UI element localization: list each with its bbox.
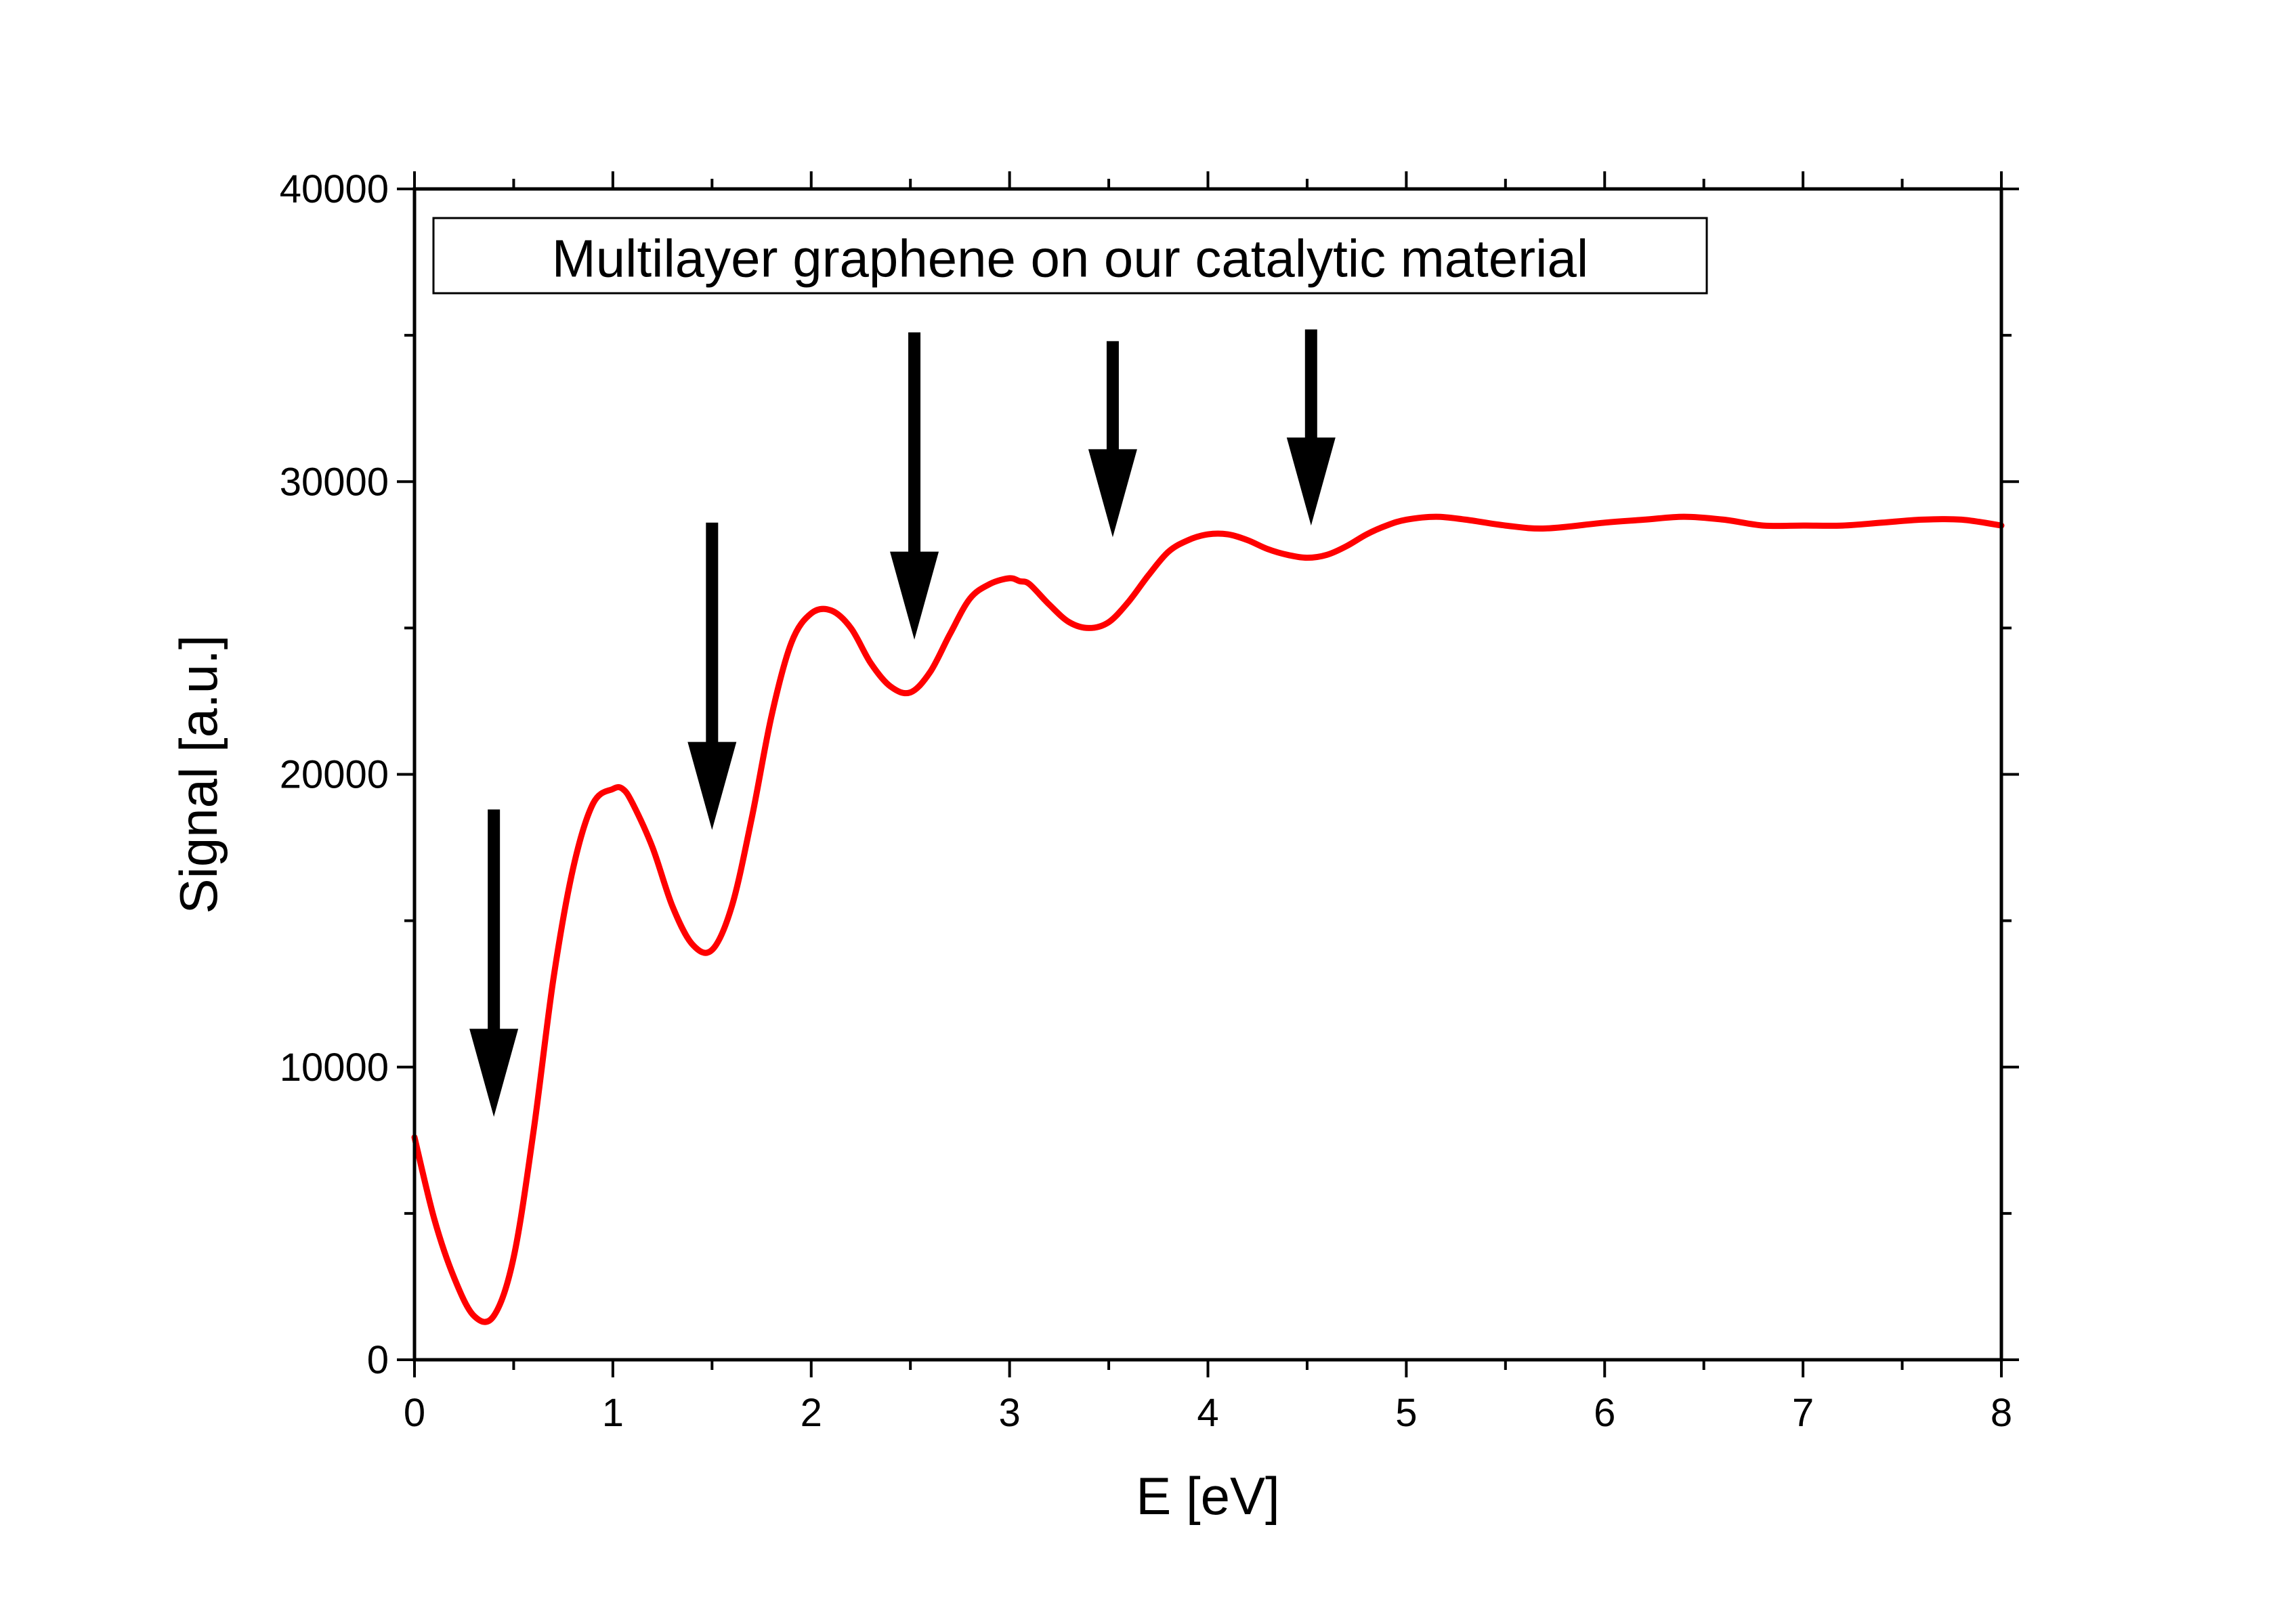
series-line — [411, 513, 2005, 1325]
x-axis-title: E [eV] — [1136, 1466, 1279, 1526]
arrow-shaft — [488, 809, 501, 1033]
arrow-annotation — [687, 522, 737, 830]
series-layer — [411, 513, 2005, 1325]
x-tick-label: 6 — [1594, 1391, 1615, 1435]
legend: Multilayer graphene on our catalytic mat… — [432, 217, 1708, 295]
ticks-layer: 0 1 2 3 4 5 6 7 8 0 10000 20000 30000 40000 — [280, 167, 2019, 1435]
legend-box — [432, 217, 1708, 295]
arrow-shaft — [908, 332, 921, 556]
x-tick-label: 0 — [404, 1391, 425, 1435]
legend-text: Multilayer graphene on our catalytic mat… — [552, 229, 1588, 288]
y-tick-label: 10000 — [280, 1046, 389, 1090]
x-tick-label: 5 — [1395, 1391, 1417, 1435]
arrow-head — [469, 1029, 519, 1117]
arrow-shaft — [1106, 341, 1119, 454]
arrow-head — [1088, 449, 1137, 538]
y-tick-label: 40000 — [280, 167, 389, 211]
x-tick-label: 1 — [602, 1391, 624, 1435]
arrow-annotation — [890, 332, 939, 640]
y-tick-label: 30000 — [280, 460, 389, 504]
x-tick-label: 8 — [1991, 1391, 2012, 1435]
x-tick-label: 4 — [1197, 1391, 1218, 1435]
x-tick-label: 3 — [998, 1391, 1020, 1435]
arrow-head — [890, 551, 939, 640]
arrow-shaft — [706, 522, 719, 746]
y-axis-title: Signal [a.u.] — [169, 635, 228, 914]
arrow-annotation — [469, 809, 519, 1117]
y-tick-label: 0 — [367, 1338, 389, 1382]
y-tick-label: 20000 — [280, 753, 389, 797]
annotations-layer — [469, 329, 1336, 1117]
arrow-shaft — [1304, 329, 1317, 442]
arrow-head — [1286, 437, 1336, 526]
arrow-annotation — [1088, 341, 1137, 538]
arrow-annotation — [1286, 329, 1336, 526]
x-tick-label: 2 — [801, 1391, 822, 1435]
x-tick-label: 7 — [1792, 1391, 1814, 1435]
arrow-head — [687, 742, 737, 830]
